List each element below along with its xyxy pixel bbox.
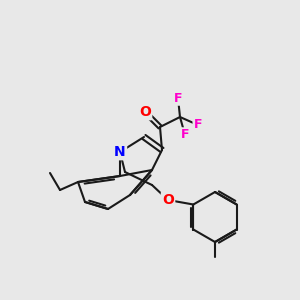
Text: F: F <box>174 92 182 104</box>
Text: F: F <box>181 128 189 142</box>
Text: N: N <box>114 145 126 159</box>
Text: F: F <box>194 118 202 131</box>
Text: O: O <box>162 193 174 207</box>
Text: O: O <box>139 105 151 119</box>
